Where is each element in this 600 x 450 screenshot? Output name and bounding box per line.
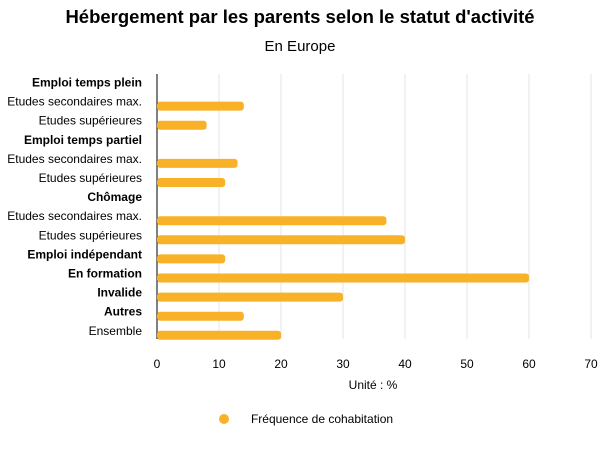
y-category-label: Emploi temps plein xyxy=(32,76,142,90)
x-tick-label: 50 xyxy=(460,357,474,371)
x-tick-label: 10 xyxy=(212,357,226,371)
chart-legend[interactable]: Fréquence de cohabitation xyxy=(0,412,600,426)
data-bar xyxy=(157,311,244,321)
x-tick-label: 0 xyxy=(154,357,161,371)
y-category-label: Etudes supérieures xyxy=(39,228,142,242)
chart-subtitle: En Europe xyxy=(264,38,336,55)
y-category-label: Etudes supérieures xyxy=(39,114,142,128)
x-tick-label: 70 xyxy=(584,357,598,371)
legend-marker xyxy=(218,414,229,424)
y-category-label: En formation xyxy=(68,267,142,281)
x-tick-label: 60 xyxy=(522,357,536,371)
data-bar xyxy=(157,254,226,264)
y-category-label: Ensemble xyxy=(89,324,143,338)
y-category-label: Etudes secondaires max. xyxy=(7,209,142,223)
y-category-label: Emploi temps partiel xyxy=(24,133,142,147)
x-tick-label: 30 xyxy=(336,357,350,371)
y-category-label: Emploi indépendant xyxy=(27,247,142,261)
data-bar xyxy=(157,120,207,130)
x-axis-label: Unité : % xyxy=(349,378,398,392)
bar-chart: 0 10 20 30 40 50 60 70 Emploi temps plein Etudes … xyxy=(7,74,598,392)
data-bar xyxy=(157,292,343,302)
data-bar xyxy=(157,158,238,168)
y-category-label: Etudes supérieures xyxy=(39,171,142,185)
y-category-label: Autres xyxy=(104,305,142,319)
data-bar xyxy=(157,216,387,226)
x-tick-label: 20 xyxy=(274,357,288,371)
chart-title: Hébergement par les parents selon le sta… xyxy=(65,6,535,27)
data-bar xyxy=(157,235,405,245)
data-bar xyxy=(157,101,244,111)
data-bar xyxy=(157,273,529,283)
data-bar xyxy=(157,330,281,340)
y-category-label: Invalide xyxy=(97,286,142,300)
legend-label: Fréquence de cohabitation xyxy=(250,412,394,426)
x-tick-label: 40 xyxy=(398,357,412,371)
data-bar xyxy=(157,178,226,187)
y-category-label: Chômage xyxy=(87,190,142,204)
y-category-label: Etudes secondaires max. xyxy=(7,95,142,109)
y-category-label: Etudes secondaires max. xyxy=(7,152,142,166)
